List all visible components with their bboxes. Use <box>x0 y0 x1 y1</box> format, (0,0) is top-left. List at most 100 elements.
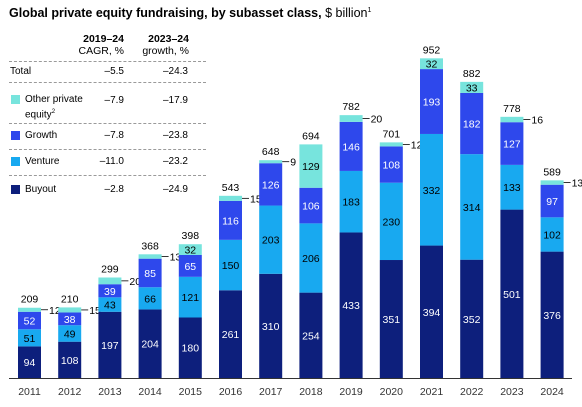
cagr-header-line2: CAGR, % <box>78 45 124 57</box>
bar-segment-other <box>219 195 242 201</box>
bar-segment-growth <box>540 184 564 218</box>
table-rule <box>9 61 206 62</box>
bar-segment-venture <box>420 133 443 246</box>
bar-segment-venture <box>178 276 202 318</box>
bar-segment-growth <box>500 122 524 165</box>
bar-segment-other <box>138 254 162 259</box>
bar-segment-other <box>420 58 443 70</box>
data-label-venture: 230 <box>383 216 401 228</box>
data-label-buyout: 501 <box>503 289 521 301</box>
row-growth-growth: –23.8 <box>162 130 188 141</box>
row-label-growth: Growth <box>25 130 58 141</box>
total-label: 701 <box>383 128 401 140</box>
data-label-venture: 43 <box>104 300 116 312</box>
bar-segment-growth <box>18 311 41 330</box>
data-label-growth: 116 <box>222 215 239 227</box>
data-label-growth: 127 <box>503 139 521 151</box>
chart-title-note: 1 <box>367 6 372 14</box>
total-label: 648 <box>262 146 280 158</box>
bar-segment-buyout <box>138 309 162 378</box>
bar-segment-growth <box>58 312 82 326</box>
data-label-growth: 52 <box>24 316 36 328</box>
total-label: 952 <box>423 44 441 56</box>
row-label-venture: Venture <box>25 156 60 167</box>
x-tick-label: 2020 <box>380 386 404 398</box>
data-label-venture: 314 <box>463 202 481 214</box>
bar-segment-venture <box>58 325 82 342</box>
row-cagr-buyout: –2.8 <box>104 184 124 195</box>
total-label: 210 <box>61 293 79 305</box>
row-growth-venture: –23.2 <box>162 156 188 167</box>
bar-segment-other <box>259 160 283 164</box>
bar-segment-buyout <box>98 311 122 378</box>
chart-title-bold: Global private equity fundraising, by su… <box>9 6 322 20</box>
bar-segment-buyout <box>379 260 403 378</box>
x-tick-label: 2013 <box>98 386 122 398</box>
bar-segment-venture <box>219 239 242 291</box>
row-cagr-venture: –11.0 <box>99 156 124 167</box>
legend-swatch-buyout <box>11 185 20 194</box>
bar-segment-growth <box>138 258 162 288</box>
total-label: 694 <box>302 130 320 142</box>
row-label-buyout: Buyout <box>25 184 57 195</box>
data-label-other: 9 <box>290 157 296 169</box>
x-tick-label: 2012 <box>58 386 82 398</box>
data-label-buyout: 261 <box>222 329 240 341</box>
chart-title: Global private equity fundraising, by su… <box>9 6 371 20</box>
bar-segment-growth <box>379 146 403 183</box>
bar-segment-growth <box>259 163 283 206</box>
data-label-buyout: 351 <box>383 314 401 326</box>
x-tick-label: 2017 <box>259 386 283 398</box>
x-tick-label: 2011 <box>18 386 41 398</box>
data-label-buyout: 254 <box>302 330 320 342</box>
row-growth-other: –17.9 <box>162 95 188 106</box>
data-label-growth: 97 <box>546 196 558 208</box>
x-tick-label: 2024 <box>540 386 564 398</box>
bar-segment-venture <box>98 297 122 312</box>
data-label-growth: 38 <box>64 314 76 326</box>
bar-segment-other <box>178 244 202 255</box>
bar-segment-other <box>339 115 363 122</box>
data-label-growth: 108 <box>383 160 401 172</box>
data-label-venture: 102 <box>543 229 561 241</box>
data-label-other: 16 <box>531 115 543 127</box>
bar-segment-other <box>18 307 41 312</box>
bar-segment-buyout <box>420 245 443 378</box>
x-tick-label: 2022 <box>460 386 484 398</box>
bar-segment-growth <box>420 69 443 134</box>
legend-swatch-other <box>11 95 20 104</box>
data-label-venture: 49 <box>64 328 76 340</box>
data-label-other: 32 <box>426 59 438 71</box>
x-tick-label: 2019 <box>339 386 363 398</box>
data-label-growth: 85 <box>144 268 156 280</box>
data-label-venture: 203 <box>262 235 280 247</box>
bar-segment-growth <box>299 187 323 224</box>
x-tick-label: 2016 <box>219 386 243 398</box>
data-label-growth: 65 <box>184 261 196 273</box>
data-label-buyout: 180 <box>182 343 200 355</box>
bar-segment-buyout <box>540 251 564 378</box>
x-tick-label: 2023 <box>500 386 524 398</box>
bar-segment-other <box>500 116 524 123</box>
cagr-header: 2019–24 CAGR, % <box>72 33 124 57</box>
row-cagr-growth: –7.8 <box>104 130 124 141</box>
bar-segment-buyout <box>178 317 202 378</box>
legend-swatch-growth <box>11 131 20 140</box>
row-cagr-other: –7.9 <box>104 95 124 106</box>
data-label-other: 20 <box>129 276 141 288</box>
row-label-other-line1: Other private <box>25 94 83 105</box>
total-label: 778 <box>503 103 521 115</box>
bar-segment-venture <box>138 287 162 310</box>
data-label-buyout: 108 <box>61 355 79 367</box>
row-label-total: Total <box>10 66 32 77</box>
data-label-venture: 133 <box>503 182 521 194</box>
bar-segment-venture <box>339 170 363 233</box>
data-label-buyout: 376 <box>543 310 561 322</box>
cagr-header-line1: 2019–24 <box>83 33 124 45</box>
data-label-other: 13 <box>572 178 582 190</box>
data-label-buyout: 204 <box>141 339 159 351</box>
bar-segment-venture <box>379 182 403 261</box>
bar-segment-buyout <box>18 346 41 378</box>
data-label-other: 13 <box>170 251 182 263</box>
table-rule <box>9 82 206 83</box>
